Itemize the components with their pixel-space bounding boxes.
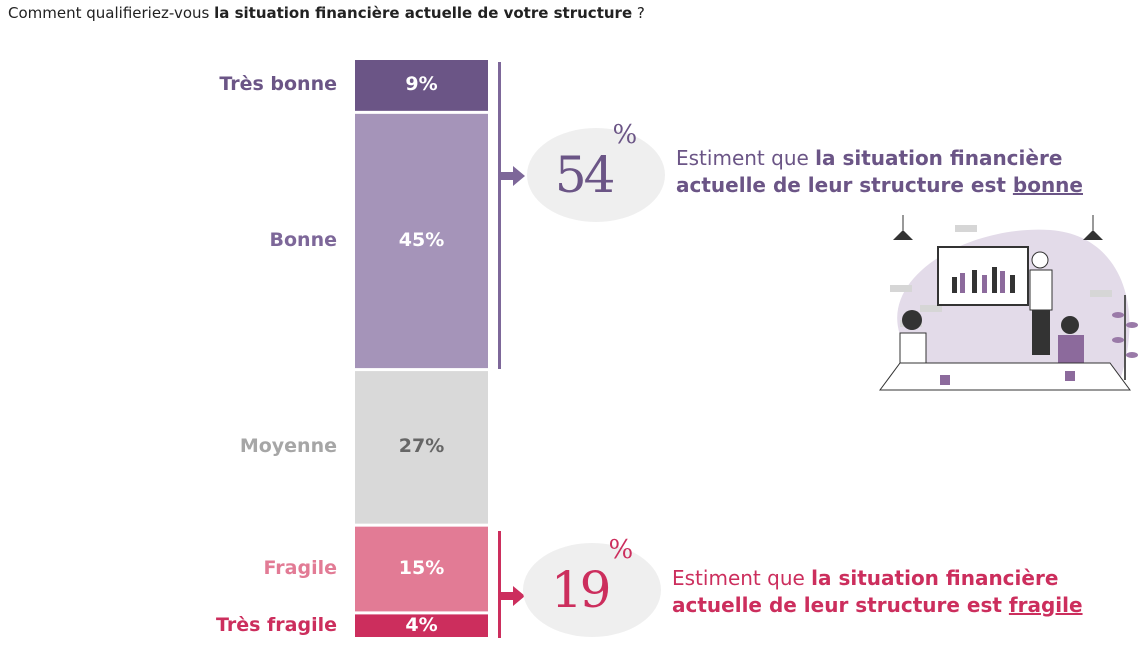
category-label: Bonne bbox=[269, 228, 337, 251]
t1: Estiment que bbox=[676, 146, 816, 170]
bubble-54: 54% bbox=[527, 120, 665, 222]
arrow-stem-fragile bbox=[500, 592, 514, 600]
bar-segment bbox=[355, 113, 488, 369]
value-label: 15% bbox=[398, 557, 445, 580]
bubble-19: 19% bbox=[523, 535, 661, 637]
question-title: Comment qualifieriez-vous la situation f… bbox=[8, 4, 645, 22]
value-label: 27% bbox=[398, 435, 445, 458]
question-prefix: Comment qualifieriez-vous bbox=[8, 4, 215, 22]
t2: la situation financière bbox=[811, 566, 1059, 590]
t4: fragile bbox=[1008, 593, 1083, 617]
bracket-fragile bbox=[498, 531, 501, 638]
question-suffix: ? bbox=[632, 4, 645, 22]
value-label: 9% bbox=[405, 73, 438, 96]
callout-value: 54 bbox=[554, 146, 616, 204]
meeting-illustration bbox=[879, 215, 1138, 391]
bar-segment bbox=[355, 60, 488, 111]
bar-segment bbox=[355, 371, 488, 524]
bar-segment bbox=[355, 614, 488, 637]
callout-value: 19 bbox=[550, 561, 612, 619]
category-label: Fragile bbox=[263, 557, 337, 580]
category-label: Très bonne bbox=[219, 73, 337, 96]
value-label: 4% bbox=[405, 613, 438, 636]
arrow-bonne-icon bbox=[513, 166, 525, 186]
t4: bonne bbox=[1012, 173, 1083, 197]
category-label: Moyenne bbox=[239, 435, 337, 458]
t3: actuelle de leur structure est bbox=[672, 593, 1009, 617]
arrow-fragile-icon bbox=[513, 586, 525, 606]
callout-text-bonne: Estiment que la situation financière actu… bbox=[676, 145, 1083, 199]
arrow-stem-bonne bbox=[500, 172, 514, 180]
callout-text-fragile: Estiment que la situation financière actu… bbox=[672, 565, 1083, 619]
callout-unit: % bbox=[612, 120, 638, 150]
t3: actuelle de leur structure est bbox=[676, 173, 1013, 197]
callout-unit: % bbox=[608, 535, 634, 565]
value-label: 45% bbox=[398, 228, 445, 251]
t1: Estiment que bbox=[672, 566, 812, 590]
bar-segment bbox=[355, 526, 488, 612]
category-label: Très fragile bbox=[215, 613, 337, 636]
bracket-bonne bbox=[498, 62, 501, 369]
question-bold: la situation financière actuelle de votr… bbox=[214, 4, 633, 22]
t2: la situation financière bbox=[815, 146, 1063, 170]
